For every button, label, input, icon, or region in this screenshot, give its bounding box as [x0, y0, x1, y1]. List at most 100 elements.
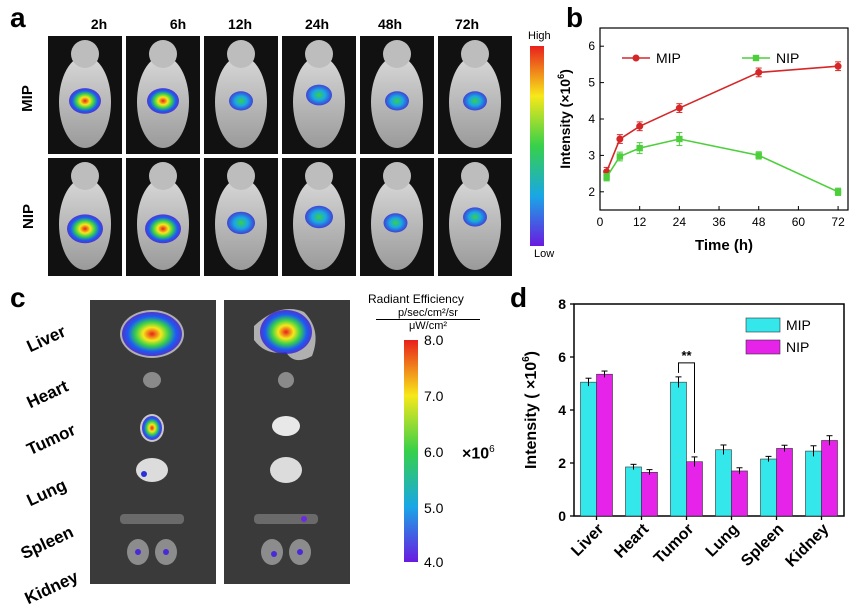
panel-label-d: d [510, 282, 528, 313]
fluorescence-spot [385, 91, 409, 111]
data-point-nip [755, 152, 762, 159]
y-tick-label: 6 [588, 39, 595, 53]
legend-swatch [745, 339, 781, 355]
y-tick-label: 6 [558, 349, 566, 365]
scale-title: Radiant Efficiency [368, 292, 464, 306]
y-tick-label: 2 [558, 455, 566, 471]
mouse-head [461, 40, 489, 68]
timepoint-label: 72h [454, 16, 480, 32]
mouse-head [149, 162, 177, 190]
organ-label: Tumor [23, 420, 79, 460]
y-tick-label: 2 [588, 185, 595, 199]
bar-nip-lung [731, 470, 748, 517]
x-tick-label: 60 [792, 215, 806, 229]
fluorescence-spot [305, 205, 333, 229]
x-axis-label: Time (h) [695, 237, 753, 254]
scale-high-label: High [528, 30, 551, 42]
fluorescence-spot [463, 207, 487, 227]
data-point-mip [675, 104, 683, 112]
row-label-nip: NIP [20, 203, 38, 230]
data-point-nip [616, 153, 624, 160]
fluorescence-spot [306, 84, 332, 106]
legend-label: NIP [786, 339, 809, 355]
x-tick-label: Liver [568, 521, 607, 560]
radiant-colorbar [404, 340, 418, 562]
scale-tick: 4.0 [424, 554, 444, 570]
mouse-head [227, 40, 255, 68]
organ-label: Spleen [17, 522, 77, 564]
fluorescence-spot [67, 214, 103, 244]
series-line-nip [605, 138, 839, 193]
scale-tick: 5.0 [424, 500, 444, 516]
scale-unit: p/sec/cm²/sr μW/cm² [376, 307, 480, 332]
significance-bracket [678, 362, 695, 453]
panel-label-b: b [566, 2, 584, 33]
x-tick-label: Spleen [738, 521, 787, 570]
y-axis-label-close: ) [557, 69, 573, 74]
y-tick-label: 4 [558, 402, 566, 418]
x-tick-label: Kidney [783, 521, 833, 571]
data-point-mip [616, 135, 624, 143]
organ-label: Lung [23, 475, 70, 511]
legend-marker [632, 54, 640, 62]
legend-label: NIP [776, 50, 799, 66]
fluorescence-spot [145, 214, 181, 244]
timepoint-label: 2h [90, 16, 108, 32]
panel-label-a: a [10, 2, 26, 33]
bar-nip-tumor [686, 461, 703, 517]
bar-nip-kidney [821, 440, 838, 517]
y-tick-label: 3 [588, 148, 595, 162]
scale-tick: 7.0 [424, 388, 444, 404]
data-point-nip [834, 188, 842, 195]
scale-low-label: Low [534, 248, 555, 260]
organ-label: Liver [23, 321, 69, 357]
data-point-mip [755, 68, 763, 76]
y-axis-label-close: ) [523, 351, 540, 356]
timepoint-label: 6h [169, 16, 187, 32]
y-axis-label: Intensity (×106) [556, 69, 573, 169]
data-point-mip [636, 122, 644, 130]
bar-nip-liver [596, 373, 613, 517]
mouse-head [149, 40, 177, 68]
mouse-head [461, 162, 489, 190]
x-tick-label: Heart [611, 520, 652, 561]
mouse-imaging-grid [48, 36, 512, 276]
x-tick-label: 12 [633, 215, 647, 229]
timepoint-label: 48h [377, 16, 403, 32]
x-tick-label: 0 [597, 215, 604, 229]
organ-label: Kidney [21, 566, 82, 609]
x-tick-label: Tumor [651, 521, 697, 567]
fluorescence-spot [463, 91, 487, 111]
fluorescence-spot [383, 213, 408, 233]
scale-multiplier-base: ×10 [462, 445, 490, 463]
mouse-head [227, 162, 255, 190]
mouse-head [383, 162, 411, 190]
scale-multiplier: ×106 [462, 444, 495, 463]
legend-marker [752, 54, 760, 62]
organ-label: Heart [23, 376, 72, 413]
scale-unit-denominator: μW/cm² [408, 320, 448, 332]
data-point-nip [603, 174, 610, 181]
bar-mip-lung [715, 449, 732, 517]
bar-nip-heart [641, 471, 658, 517]
bar-mip-kidney [805, 450, 822, 517]
y-tick-label: 0 [558, 508, 566, 524]
y-axis-label-exp: 6 [521, 356, 532, 362]
fluorescence-spot [69, 88, 101, 114]
scale-unit-numerator: p/sec/cm²/sr [376, 307, 480, 320]
bar-mip-heart [625, 466, 642, 517]
legend-label: MIP [656, 50, 681, 66]
series-line-mip [605, 65, 839, 173]
data-point-nip [676, 135, 683, 143]
bar-mip-tumor [670, 381, 687, 517]
y-axis-label-exp: 6 [556, 74, 566, 79]
x-tick-label: 72 [831, 215, 845, 229]
legend-swatch [745, 317, 781, 333]
scale-tick: 8.0 [424, 332, 444, 348]
mouse-head [71, 162, 99, 190]
mouse-head [383, 40, 411, 68]
y-tick-label: 5 [588, 76, 595, 90]
legend-label: MIP [786, 317, 811, 333]
